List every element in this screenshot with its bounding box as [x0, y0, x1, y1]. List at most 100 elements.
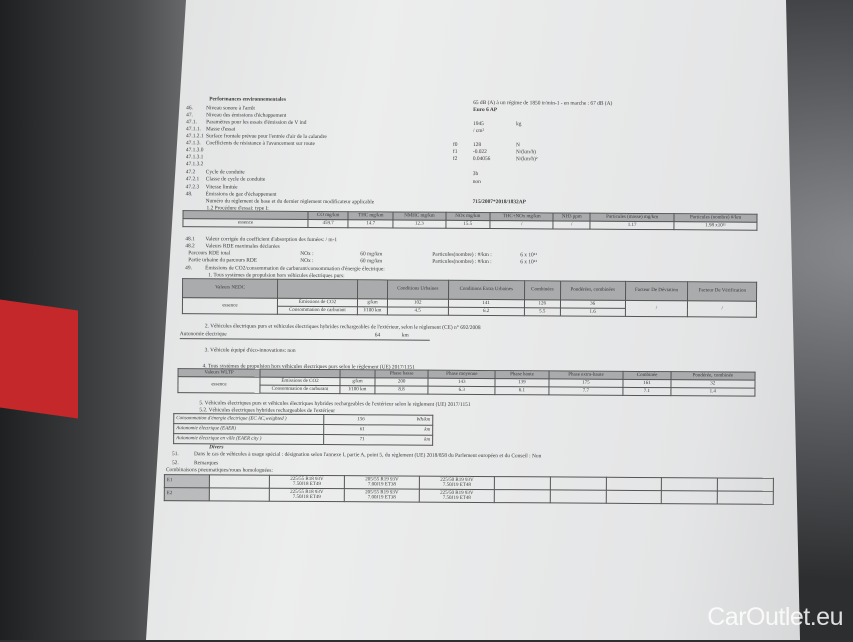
section-title: Performances environnementales — [209, 96, 286, 103]
emission-value: 459.7 — [307, 219, 349, 228]
tyre-combination: 225/50 R19 93V 7.50J19 ET48 — [419, 476, 495, 490]
nedc-value: 1.6 — [560, 307, 625, 317]
item-number: 47.1. — [186, 119, 197, 126]
nedc-header: Combinées — [524, 280, 561, 300]
emission-header: CO mg/km — [307, 211, 349, 220]
rde-label: Parcours RDE total — [188, 250, 231, 257]
rde-nox-val: 60 mg/km — [360, 251, 383, 258]
item-number: 47.1.1. — [186, 126, 201, 133]
tyre-row: E2 225/55 R18 93V 7.50J18 ET49 205/55 R19 … — [164, 487, 774, 505]
rde-nox-val: 60 mg/km — [360, 258, 383, 265]
phev-value: 71 — [323, 434, 367, 445]
tyre-combination: 225/50 R19 93V 7.50J19 ET48 — [419, 489, 495, 503]
tyre-blank — [661, 477, 718, 491]
rde-pn: Particules(nombre) : #/km : — [432, 251, 492, 259]
item-text: Valeurs RDE maximales déclarées — [205, 243, 280, 250]
emission-header: NH3 ppm — [553, 212, 591, 222]
item-text: Niveau sonore à l'arrêt — [206, 105, 255, 112]
ev-range-label: Autonomie électrique — [179, 331, 227, 338]
row-unit: g/km — [339, 377, 376, 386]
rde-nox: NOx : — [300, 257, 314, 264]
divers-title: Divers — [209, 444, 224, 451]
tyre-blank — [605, 490, 662, 504]
item-number: 47.1.3.1 — [185, 154, 204, 161]
regulation-number: 715/2007*2018/1832AP — [472, 198, 526, 206]
tyre-blank — [717, 477, 774, 492]
emission-value: / — [489, 220, 554, 229]
nedc-title: Valeurs NEDC — [182, 278, 278, 299]
nedc-header: Facteur De Vérification — [687, 281, 757, 302]
item-number: 47.2.1 — [185, 176, 200, 183]
emission-value: 1.17 — [590, 221, 675, 230]
item-number: 47.2.3 — [185, 184, 200, 191]
fuel-label: essence — [182, 297, 278, 315]
rde-pn-val: 6 x 10¹¹ — [520, 259, 537, 266]
nedc-value: 6.2 — [447, 307, 525, 316]
item-number: 47.1.3.0 — [185, 147, 204, 154]
item-text: Cycle de conduite — [205, 169, 245, 176]
watermark-logo: CarOutlet.eu — [707, 603, 843, 631]
axle-label: E2 — [164, 487, 210, 501]
emission-value: 14.7 — [348, 219, 394, 228]
f0-value: 128 — [472, 141, 482, 149]
nedc-table: Valeurs NEDC Conditions Urbaines Condition… — [182, 278, 757, 318]
phev-unit: Wh/km — [366, 414, 433, 426]
ev-range-row: Autonomie électrique 64 km — [179, 330, 430, 341]
wltp-table: Valeurs WLTP Phase basse Phase moyenne Phas… — [177, 368, 756, 397]
phev-unit: km — [366, 424, 433, 436]
emission-value: 1.98 x10¹¹ — [674, 221, 757, 231]
rde-pn: Particules(nombre) : #/km : — [432, 258, 492, 266]
ev-range-unit: km — [401, 332, 409, 339]
row-unit: l/100 km — [357, 306, 388, 315]
blank-header — [340, 369, 376, 378]
tyre-blank — [717, 490, 774, 505]
rde-pn-val: 6 x 10¹¹ — [520, 252, 538, 259]
ev-range-value: 64 — [374, 332, 381, 339]
rde-label: Partie urbaine du parcours RDE — [188, 257, 258, 264]
nedc-value: 126 — [524, 299, 561, 308]
cycle-class-value: non — [472, 178, 481, 186]
fuel-label: essence — [177, 376, 261, 394]
axle-label: E1 — [164, 474, 210, 488]
mass-unit: kg — [516, 121, 522, 128]
item-number: 48. — [185, 191, 193, 198]
tyres-table: E1 225/55 R18 93V 7.50J18 ET49 205/55 R19 … — [164, 474, 774, 505]
row-unit: l/100 km — [339, 385, 375, 394]
nedc-header: Conditions Urbaines — [387, 279, 449, 300]
item-number: 48.1 — [185, 236, 195, 243]
item-number: 48.2 — [185, 243, 195, 250]
verification-factor: / — [687, 300, 757, 318]
tyre-blank — [209, 474, 270, 489]
f1-value: -0.022 — [472, 148, 487, 156]
cycle-value: 3b — [472, 170, 479, 177]
tyre-combination: 225/55 R18 93V 7.50J18 ET49 — [269, 488, 345, 502]
tyre-blank — [661, 490, 718, 504]
item-number: 47.1.3. — [185, 140, 201, 147]
wltp-value: 6.3 — [428, 386, 496, 395]
item-text: Dans le cas de véhicules à usage spécial… — [194, 451, 542, 460]
emission-header: NOx mg/km — [445, 212, 491, 221]
phev-value: 61 — [323, 424, 367, 435]
mass-value: 1945 — [473, 120, 484, 128]
phev-value: 156 — [323, 414, 367, 425]
tyre-blank — [209, 487, 270, 502]
emission-header: THC mg/km — [348, 211, 394, 220]
phev-unit: km — [366, 434, 433, 446]
phev-table: Consommation d'énergie électrique (EC AC… — [173, 413, 433, 446]
surface-value: / cm² — [473, 127, 485, 135]
emission-value: 12.3 — [393, 219, 446, 229]
item-number: 46. — [186, 105, 193, 112]
nedc-header: Conditions Extra Urbaines — [448, 280, 525, 300]
blank-header — [277, 279, 358, 299]
wltp-value: 7.1 — [623, 387, 671, 396]
type1-emissions-table: CO mg/km THC mg/km NMHC mg/km NOx mg/km THC+… — [182, 210, 758, 231]
item-number: 52. — [171, 460, 179, 467]
item-text: Remarques — [193, 460, 219, 467]
nedc-header: Facteur De Déviation — [625, 281, 689, 301]
item-number: 47.2 — [185, 169, 196, 176]
deviation-factor: / — [624, 300, 688, 317]
item-text: Vitesse limitée — [205, 184, 238, 191]
tyre-blank — [550, 489, 606, 504]
nedc-value: 4.5 — [387, 306, 448, 316]
